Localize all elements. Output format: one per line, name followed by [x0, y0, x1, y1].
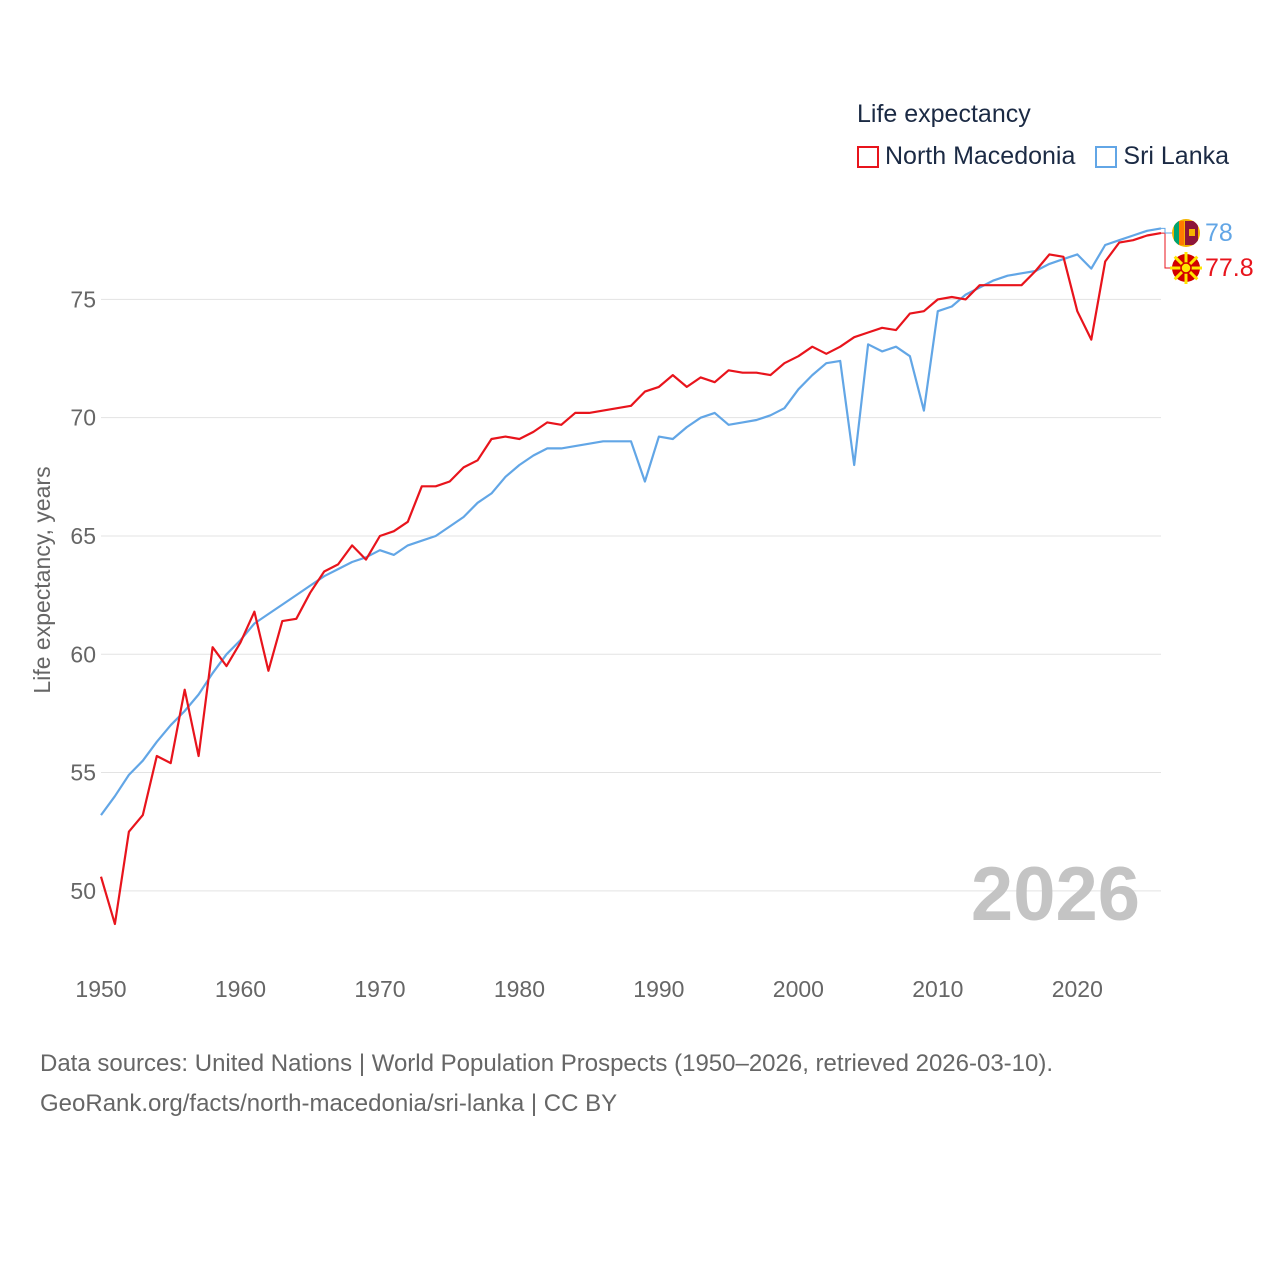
year-stamp: 2026 [971, 852, 1140, 937]
legend-title: Life expectancy [857, 100, 1031, 128]
x-tick-label: 1980 [494, 976, 545, 1002]
legend-swatch-north-macedonia [857, 145, 879, 168]
y-tick-label: 75 [70, 286, 96, 312]
y-tick-label: 70 [70, 405, 96, 431]
north-macedonia-flag-icon [1170, 252, 1202, 284]
y-tick-label: 55 [70, 760, 96, 786]
source-note: Data sources: United Nations | World Pop… [40, 1044, 1053, 1124]
y-tick-label: 60 [70, 641, 96, 667]
end-labels: 77.8 78 [1161, 219, 1254, 284]
end-label-connector [1161, 232, 1172, 269]
legend-label-sri-lanka: Sri Lanka [1123, 142, 1230, 170]
series-lines [99, 227, 1162, 926]
x-axis-ticks: 1950 1960 1970 1980 1990 2000 2010 2020 [75, 976, 1102, 1002]
x-tick-label: 1990 [633, 976, 684, 1002]
x-tick-label: 2000 [773, 976, 824, 1002]
x-tick-label: 1970 [354, 976, 405, 1002]
legend-swatch-sri-lanka [1095, 145, 1118, 168]
sri-lanka-flag-icon [1172, 219, 1200, 247]
x-tick-label: 2010 [912, 976, 963, 1002]
legend-label-north-macedonia: North Macedonia [885, 142, 1076, 170]
source-link[interactable]: GeoRank.org/facts/north-macedonia/sri-la… [40, 1090, 618, 1117]
y-tick-label: 65 [70, 523, 96, 549]
x-tick-label: 1950 [75, 976, 126, 1002]
end-label-connector [1161, 227, 1172, 234]
x-tick-label: 1960 [215, 976, 266, 1002]
gridlines [101, 298, 1161, 892]
y-axis-ticks: 50 55 60 65 70 75 [70, 286, 96, 903]
y-tick-label: 50 [70, 878, 96, 904]
x-tick-label: 2020 [1052, 976, 1103, 1002]
y-axis-title: Life expectancy, years [29, 466, 55, 693]
legend: North Macedonia Sri Lanka [857, 142, 1229, 171]
series-line-sri-lanka[interactable] [100, 227, 1162, 816]
series-line-north-macedonia[interactable] [99, 232, 1162, 926]
end-value-label: 78 [1205, 219, 1233, 247]
end-value-label: 77.8 [1205, 254, 1254, 282]
legend-item-north-macedonia[interactable]: North Macedonia [857, 142, 1075, 171]
legend-item-sri-lanka[interactable]: Sri Lanka [1095, 142, 1229, 171]
source-line: Data sources: United Nations | World Pop… [40, 1050, 1054, 1077]
